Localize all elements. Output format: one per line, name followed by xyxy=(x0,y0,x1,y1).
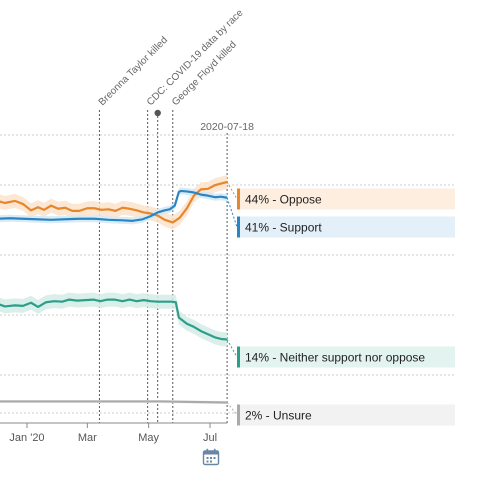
series-line-1[interactable] xyxy=(0,189,228,222)
end-label-box-3[interactable] xyxy=(237,404,455,426)
end-label-2: 14% - Neither support nor oppose xyxy=(245,351,425,365)
x-tick-label-2: May xyxy=(138,432,159,444)
leader-line-1 xyxy=(226,197,238,228)
current-date-label: 2020-07-18 xyxy=(200,121,254,133)
series-line-2[interactable] xyxy=(0,298,228,341)
end-label-box-2[interactable] xyxy=(237,346,455,368)
series-lines xyxy=(0,180,228,404)
end-label-accent-1 xyxy=(237,216,240,238)
end-label-accent-3 xyxy=(237,404,240,426)
leader-line-2 xyxy=(226,339,238,358)
band-0 xyxy=(0,175,228,230)
end-label-box-1[interactable] xyxy=(237,216,455,238)
end-label-box-0[interactable] xyxy=(237,188,455,210)
leader-line-3 xyxy=(226,402,238,416)
end-label-accent-0 xyxy=(237,188,240,210)
series-line-0[interactable] xyxy=(0,180,228,224)
leader-line-0 xyxy=(226,181,238,200)
annotation-label-1: CDC: COVID-19 data by race xyxy=(145,7,246,108)
x-tick-label-3: Jul xyxy=(203,432,217,444)
x-axis: Jan '20 Mar May Jul xyxy=(0,422,228,444)
end-label-0: 44% - Oppose xyxy=(245,193,322,207)
calendar-icon[interactable] xyxy=(202,448,220,466)
end-label-accent-2 xyxy=(237,346,240,368)
series-line-3[interactable] xyxy=(0,400,228,404)
x-tick-label-0: Jan '20 xyxy=(9,432,44,444)
band-1 xyxy=(0,187,228,225)
x-tick-label-1: Mar xyxy=(78,432,97,444)
end-labels: 44% - Oppose 41% - Support 14% - Neither s… xyxy=(226,181,455,426)
annotation-marker[interactable] xyxy=(154,109,161,117)
end-label-3: 2% - Unsure xyxy=(245,409,312,423)
end-label-1: 41% - Support xyxy=(245,221,322,235)
band-2 xyxy=(0,292,228,347)
